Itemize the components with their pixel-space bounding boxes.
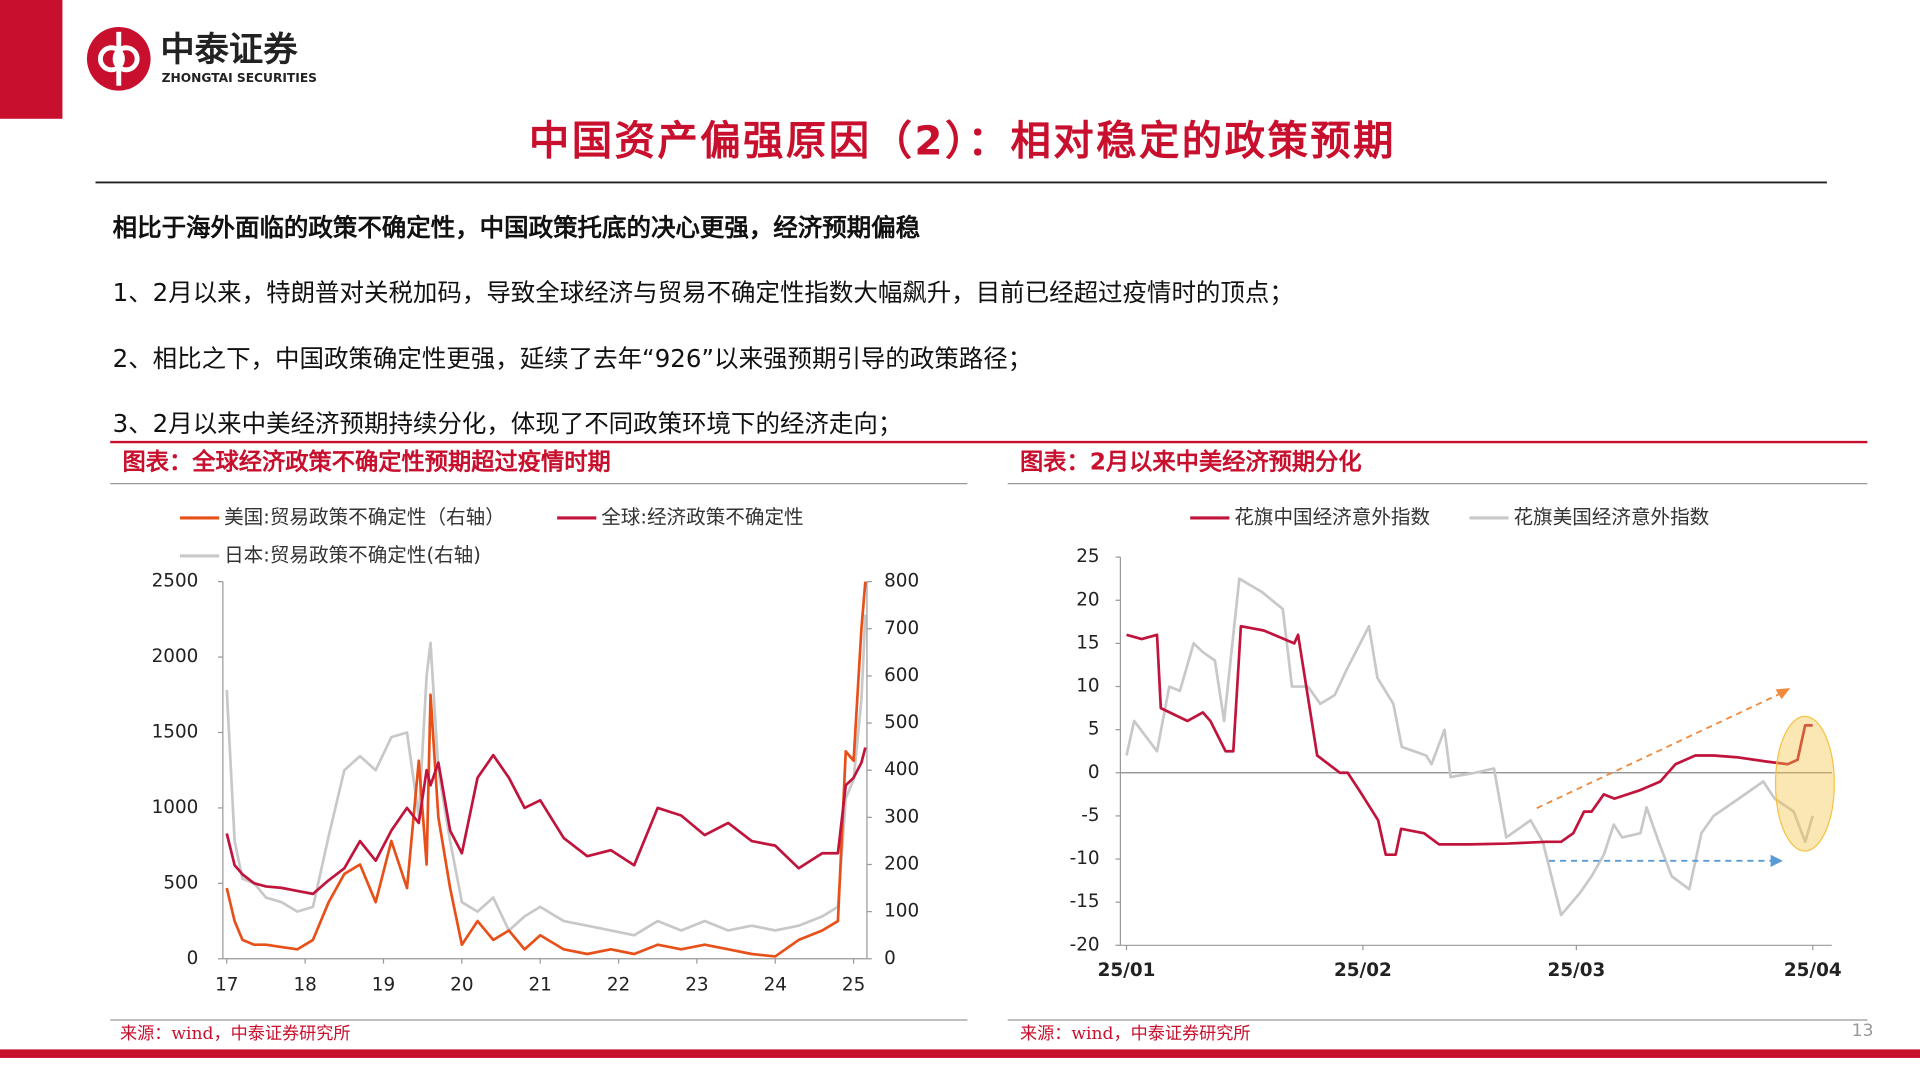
y-tick-label: 500 <box>163 872 198 893</box>
y2-tick-label: 300 <box>884 806 919 827</box>
x-tick-label: 25/03 <box>1547 960 1605 981</box>
logo-cn: 中泰证券 <box>160 30 298 70</box>
x-tick-label: 25 <box>842 975 865 996</box>
x-tick-label: 24 <box>764 975 787 996</box>
x-tick-label: 25/04 <box>1784 960 1842 981</box>
series-line <box>225 747 867 896</box>
corner-bar <box>0 0 63 119</box>
chart-title: 图表：全球经济政策不确定性预期超过疫情时期 <box>122 448 610 475</box>
y-tick-label: 0 <box>1088 762 1100 783</box>
slide-title: 中国资产偏强原因（2）：相对稳定的政策预期 <box>529 116 1396 164</box>
lead-text: 相比于海外面临的政策不确定性，中国政策托底的决心更强，经济预期偏稳 <box>113 213 921 242</box>
y-tick-label: 1000 <box>152 797 199 818</box>
y-tick-label: 15 <box>1076 632 1099 653</box>
legend-label: 花旗中国经济意外指数 <box>1234 505 1430 528</box>
legend-label: 花旗美国经济意外指数 <box>1513 505 1709 528</box>
series-line <box>1125 577 1815 917</box>
y-tick-label: -20 <box>1070 934 1100 955</box>
series-line <box>1126 624 1813 857</box>
source: 来源：wind，中泰证券研究所 <box>120 1024 351 1044</box>
y-tick-label: -10 <box>1070 848 1100 869</box>
x-tick-label: 18 <box>293 975 316 996</box>
x-tick-label: 25/02 <box>1334 960 1392 981</box>
y-tick-label: 1500 <box>152 721 199 742</box>
y2-tick-label: 700 <box>884 618 919 639</box>
bullet: 2、相比之下，中国政策确定性更强，延续了去年“926”以来强预期引导的政策路径； <box>113 344 1033 373</box>
page-number: 13 <box>1852 1021 1874 1041</box>
legend-label: 全球:经济政策不确定性 <box>601 505 803 528</box>
series-line <box>225 581 867 958</box>
source: 来源：wind，中泰证券研究所 <box>1020 1024 1251 1044</box>
y-tick-label: 5 <box>1088 719 1100 740</box>
y2-tick-label: 100 <box>884 901 919 922</box>
annotations <box>1536 688 1835 867</box>
x-tick-label: 17 <box>215 975 238 996</box>
y-tick-label: 0 <box>187 948 199 969</box>
x-tick-label: 22 <box>607 975 630 996</box>
y2-tick-label: 800 <box>884 571 919 592</box>
x-tick-label: 23 <box>685 975 708 996</box>
logo-en: ZHONGTAI SECURITIES <box>162 71 317 85</box>
y-tick-label: 2000 <box>152 646 199 667</box>
series-line <box>225 614 867 937</box>
y-tick-label: -15 <box>1070 891 1100 912</box>
x-tick-label: 20 <box>450 975 473 996</box>
x-tick-label: 25/01 <box>1098 960 1156 981</box>
chart-title: 图表：2月以来中美经济预期分化 <box>1020 448 1362 475</box>
bullet: 1、2月以来，特朗普对关税加码，导致全球经济与贸易不确定性指数大幅飙升，目前已经… <box>113 278 1294 307</box>
y-tick-label: 2500 <box>152 571 199 592</box>
y2-tick-label: 400 <box>884 759 919 780</box>
x-tick-label: 21 <box>529 975 552 996</box>
bullet: 3、2月以来中美经济预期持续分化，体现了不同政策环境下的经济走向； <box>113 409 903 438</box>
y2-tick-label: 500 <box>884 712 919 733</box>
logo-icon <box>86 26 151 91</box>
x-tick-label: 19 <box>372 975 395 996</box>
y-tick-label: 10 <box>1076 676 1099 697</box>
y-tick-label: -5 <box>1081 805 1099 826</box>
legend-label: 美国:贸易政策不确定性（右轴） <box>224 505 505 528</box>
y-tick-label: 20 <box>1076 589 1099 610</box>
y2-tick-label: 200 <box>884 853 919 874</box>
y2-tick-label: 600 <box>884 665 919 686</box>
y2-tick-label: 0 <box>884 948 896 969</box>
footer-bar <box>0 1049 1920 1058</box>
legend-label: 日本:贸易政策不确定性(右轴) <box>224 543 481 566</box>
y-tick-label: 25 <box>1076 546 1099 567</box>
